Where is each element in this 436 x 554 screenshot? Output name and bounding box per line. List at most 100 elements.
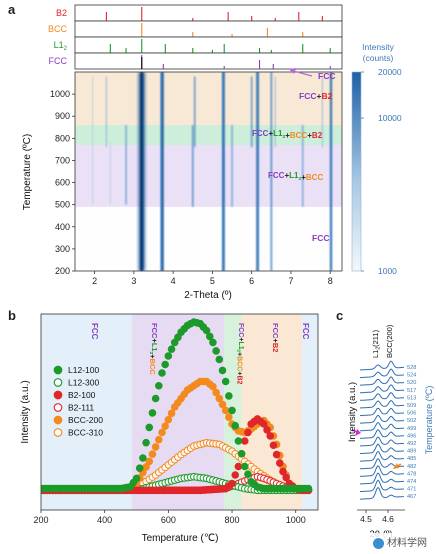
- x-tick-label: 4.6: [382, 514, 394, 524]
- x-tick-label: 7: [288, 276, 293, 286]
- panel-c: c 52852452051751350950650249949649248948…: [336, 308, 434, 540]
- point-bcc-200: [158, 428, 166, 437]
- region-label-part: L1: [150, 343, 159, 352]
- region-label-part: BCC: [148, 359, 157, 376]
- ref-label-subscript: 2: [64, 46, 68, 52]
- point-b2-100: [282, 473, 290, 482]
- point-bcc-200: [167, 409, 176, 418]
- legend-label-l12-300: L12-300: [68, 378, 99, 388]
- diffraction-streak: [270, 72, 273, 271]
- region-label-part: L1: [237, 341, 244, 349]
- point-l12-100: [209, 338, 217, 347]
- pattern-trace: [359, 472, 404, 485]
- colorbar-gradient: [351, 71, 362, 272]
- pink-arrow-head: [355, 429, 361, 436]
- legend-marker-b2-111: [53, 403, 63, 412]
- point-bcc-200: [225, 413, 233, 422]
- panel-c-peak-labels: L12(211) BCC(200): [371, 324, 394, 358]
- diffraction-streak: [301, 125, 304, 207]
- point-l12-100: [234, 437, 243, 445]
- legend-marker-l12-100: [53, 365, 63, 375]
- point-l12-100: [158, 369, 166, 377]
- panel-b-x-label: Temperature (℃): [142, 533, 219, 544]
- phase-band: [75, 206, 342, 271]
- y-tick-label: 200: [55, 266, 70, 276]
- panel-c-temperature-label: Temperature (ºC): [424, 386, 434, 455]
- temperature-label: 492: [407, 441, 416, 447]
- region-label-part: FCC: [90, 323, 99, 340]
- temperature-label: 528: [407, 365, 416, 371]
- region-label-subscript: 2: [149, 352, 154, 355]
- point-b2-100: [228, 479, 236, 488]
- phase-label: FCC: [318, 71, 335, 81]
- phase-band: [75, 144, 342, 207]
- pattern-trace: [359, 465, 404, 477]
- point-b2-100: [279, 467, 287, 476]
- temperature-label: 474: [407, 479, 416, 485]
- colorbar-tick-label: 10000: [378, 113, 402, 123]
- point-b2-100: [275, 459, 284, 467]
- y-tick-label: 600: [55, 178, 70, 188]
- point-b2-100: [260, 420, 268, 428]
- region-label-part: BCC: [235, 356, 242, 371]
- temperature-label: 520: [407, 380, 416, 386]
- l12-peak-index: (211): [371, 329, 380, 346]
- point-bcc-200: [164, 415, 173, 424]
- pattern-trace: [359, 360, 404, 371]
- diffraction-streak: [191, 125, 194, 207]
- region-label-group: FCC+B2: [271, 323, 280, 352]
- panel-c-y-label: Intensity (a.u.): [347, 382, 358, 442]
- temperature-label: 496: [407, 433, 416, 439]
- colorbar-title-line1: Intensity: [362, 42, 394, 52]
- region-label-part: FCC: [150, 323, 159, 339]
- diffraction-streak: [321, 76, 324, 148]
- l12-peak-subscript: 2: [376, 347, 382, 350]
- y-tick-label: 800: [55, 133, 70, 143]
- phase-label-part: +: [268, 129, 273, 138]
- point-bcc-200: [145, 457, 154, 466]
- point-l12-100: [205, 332, 214, 341]
- panel-b-axes: 200 400 600 800 1000: [33, 510, 306, 525]
- pattern-trace: [359, 436, 404, 447]
- x-tick-label: 6: [249, 276, 254, 286]
- legend-label-b2-111: B2-111: [68, 403, 94, 413]
- diffraction-streaks: [92, 72, 333, 271]
- region-label-group: FCC: [90, 323, 99, 340]
- phase-label: FCC+L12+BCC: [268, 171, 323, 182]
- bcc-peak-label: BCC(200): [385, 324, 394, 358]
- region-label-part: FCC: [237, 323, 244, 337]
- point-b2-100: [231, 471, 240, 479]
- panel-b: b FCC FCC+L12+BCCFCC+L12+BCC+B2FCC+B2FCC …: [8, 308, 319, 544]
- temperature-label: 478: [407, 471, 416, 477]
- region-label: FCC: [90, 323, 99, 340]
- point-l12-100: [148, 409, 157, 417]
- y-tick-label: 300: [55, 244, 70, 254]
- l12-peak-label: L1: [371, 350, 380, 358]
- panel-a-letter: a: [8, 2, 16, 17]
- diffraction-streak: [231, 125, 234, 207]
- point-l12-100: [304, 484, 313, 493]
- point-l12-100: [145, 423, 154, 432]
- point-l12-100: [244, 470, 252, 478]
- point-l12-100: [212, 347, 220, 355]
- pattern-trace: [359, 368, 404, 379]
- x-tick-label: 200: [33, 515, 48, 525]
- temperature-label: 489: [407, 449, 416, 455]
- point-l12-100: [202, 326, 211, 335]
- region-label: FCC+L12+BCC+B2: [235, 323, 244, 384]
- ref-box-b2: [74, 4, 343, 22]
- orange-arrow-head: [393, 463, 399, 469]
- diffraction-streak: [105, 76, 108, 148]
- watermark: 材料学网: [370, 533, 430, 550]
- point-bcc-200: [221, 406, 230, 415]
- phase-label-part: +: [307, 131, 312, 140]
- pattern-trace: [359, 486, 404, 500]
- region-band: [41, 314, 132, 510]
- x-tick-label: 3: [131, 276, 136, 286]
- point-bcc-200: [151, 443, 160, 451]
- phase-label-subscript: 2: [282, 134, 285, 140]
- point-b2-100: [269, 441, 278, 450]
- diffraction-streak: [125, 125, 128, 205]
